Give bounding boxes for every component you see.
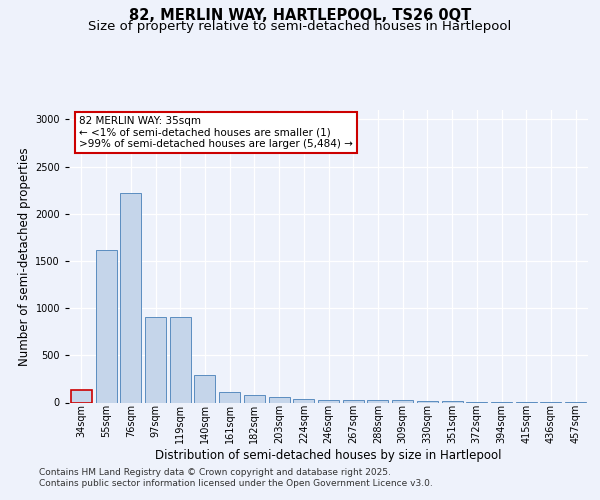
Bar <box>293 398 314 402</box>
Bar <box>318 400 339 402</box>
Text: 82 MERLIN WAY: 35sqm
← <1% of semi-detached houses are smaller (1)
>99% of semi-: 82 MERLIN WAY: 35sqm ← <1% of semi-detac… <box>79 116 353 149</box>
Bar <box>170 316 191 402</box>
Bar <box>95 250 116 402</box>
Bar <box>244 396 265 402</box>
Bar <box>367 400 388 402</box>
Y-axis label: Number of semi-detached properties: Number of semi-detached properties <box>18 147 31 366</box>
Bar <box>417 400 438 402</box>
Text: 82, MERLIN WAY, HARTLEPOOL, TS26 0QT: 82, MERLIN WAY, HARTLEPOOL, TS26 0QT <box>129 8 471 22</box>
Bar <box>219 392 240 402</box>
Bar <box>442 401 463 402</box>
Bar <box>120 193 141 402</box>
Bar <box>194 375 215 402</box>
X-axis label: Distribution of semi-detached houses by size in Hartlepool: Distribution of semi-detached houses by … <box>155 449 502 462</box>
Bar <box>269 397 290 402</box>
Bar <box>392 400 413 402</box>
Bar <box>145 316 166 402</box>
Text: Contains HM Land Registry data © Crown copyright and database right 2025.
Contai: Contains HM Land Registry data © Crown c… <box>39 468 433 487</box>
Bar <box>343 400 364 402</box>
Text: Size of property relative to semi-detached houses in Hartlepool: Size of property relative to semi-detach… <box>88 20 512 33</box>
Bar <box>71 390 92 402</box>
